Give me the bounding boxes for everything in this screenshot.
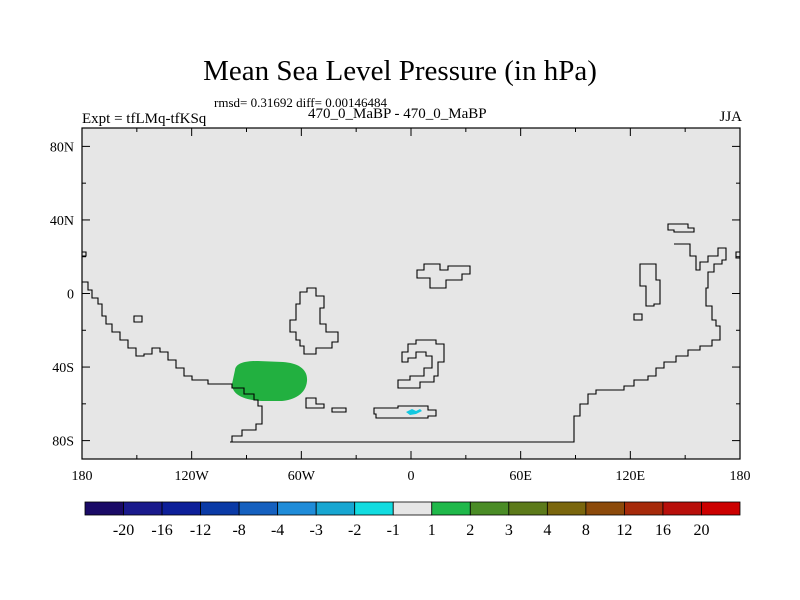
lat-tick-label: 80N — [50, 140, 74, 155]
negative-anomaly-patch — [406, 409, 422, 415]
coastline-east-edge — [735, 251, 740, 259]
colorbar-label: -3 — [310, 522, 323, 539]
lon-tick-label: 180 — [730, 469, 751, 484]
coastlines — [82, 223, 740, 443]
lat-tick-label: 0 — [67, 288, 74, 303]
positive-anomaly-patch — [232, 361, 308, 401]
lon-tick-label: 120W — [175, 469, 210, 484]
coastline-ring — [397, 339, 445, 389]
colorbar-swatch — [508, 501, 548, 516]
colorbar-swatch — [431, 501, 471, 516]
center-subtitle: 470_0_MaBP - 470_0_MaBP — [308, 106, 487, 122]
colorbar-label: 16 — [655, 522, 671, 539]
coastline-africa-west — [289, 287, 339, 355]
colorbar-label: -12 — [190, 522, 211, 539]
axis-tick-marks — [81, 128, 741, 459]
coastline-island-sa — [133, 315, 143, 323]
colorbar-label: 4 — [543, 522, 551, 539]
coastline-islet-b — [331, 407, 347, 413]
coastline-island-east — [639, 263, 661, 307]
coastline-islet-a — [305, 397, 325, 409]
colorbar-label: -1 — [387, 522, 400, 539]
rmsd-diff-stats: rmsd= 0.31692 diff= 0.00146484 — [214, 95, 387, 110]
colorbar-swatch — [546, 501, 587, 516]
coastline-north-east — [667, 223, 695, 233]
colorbar-label: -4 — [271, 522, 284, 539]
colorbar-label: -20 — [113, 522, 134, 539]
colorbar-swatch — [200, 501, 240, 516]
colorbar-label: -8 — [232, 522, 245, 539]
season-label: JJA — [719, 109, 742, 125]
lon-tick-label: 60E — [509, 469, 532, 484]
colorbar-swatch — [315, 501, 356, 516]
plot-title: Mean Sea Level Pressure (in hPa) — [203, 55, 597, 87]
colorbar-label: 8 — [582, 522, 590, 539]
colorbar-label: 12 — [616, 522, 632, 539]
coastline-south-small — [373, 405, 437, 419]
colorbar-label: -2 — [348, 522, 361, 539]
colorbar: -20 -16 -12 -8 -4 -3 -2 -1 1 2 3 4 8 12 16 20 — [84, 501, 741, 539]
map-background — [82, 128, 740, 459]
colorbar-label: 20 — [693, 522, 709, 539]
colorbar-swatch — [277, 501, 317, 516]
colorbar-swatch — [123, 501, 163, 516]
colorbar-swatch — [354, 501, 394, 516]
lon-tick-label: 120E — [616, 469, 646, 484]
coastline-eurasia — [230, 243, 727, 443]
lat-tick-label: 40S — [52, 361, 74, 376]
coastline-mid — [416, 263, 471, 289]
lat-tick-label: 40N — [50, 214, 74, 229]
colorbar-label: 1 — [428, 522, 436, 539]
lat-tick-label: 80S — [52, 435, 74, 450]
colorbar-swatch — [585, 501, 625, 516]
lon-tick-label: 180 — [72, 469, 93, 484]
colorbar-swatch — [662, 501, 702, 516]
coastline-south-america — [82, 281, 263, 442]
experiment-label: Expt = tfLMq-tfKSq — [82, 111, 207, 127]
lon-tick-label: 60W — [288, 469, 316, 484]
axis-tick-labels: 180 120W 60W 0 60E 120E 180 80N 40N 0 40S 80S — [50, 140, 751, 484]
lon-tick-label: 0 — [408, 469, 415, 484]
colorbar-label: 2 — [466, 522, 474, 539]
colorbar-swatch — [624, 501, 664, 516]
colorbar-swatch — [469, 501, 510, 516]
colorbar-swatch — [238, 501, 279, 516]
colorbar-swatch — [701, 501, 741, 516]
coastline-west-edge — [82, 251, 87, 257]
colorbar-swatch — [84, 501, 124, 516]
colorbar-label: -16 — [151, 522, 172, 539]
coastline-island-east-small — [633, 313, 643, 321]
colorbar-swatch — [392, 501, 433, 516]
colorbar-swatch — [161, 501, 201, 516]
colorbar-label: 3 — [505, 522, 513, 539]
